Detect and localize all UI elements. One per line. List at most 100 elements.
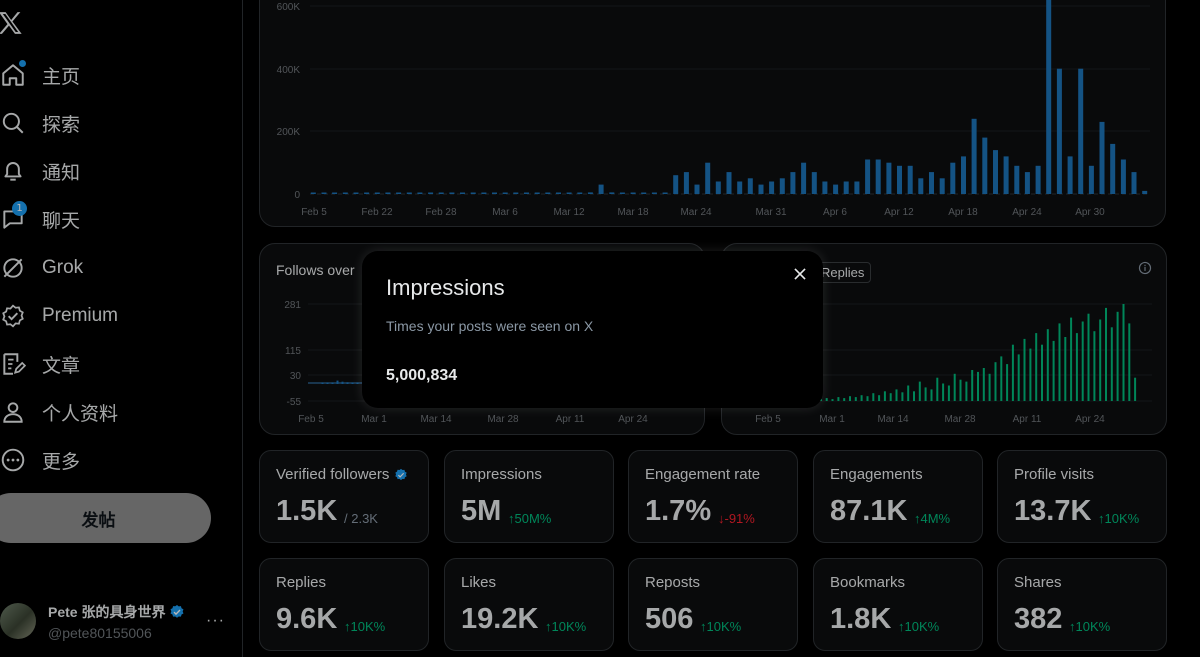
impressions-bar[interactable] [705,162,711,194]
sidebar-item-article[interactable]: 文章 [0,344,220,384]
sidebar-item-chat[interactable]: 1 聊天 [0,199,220,239]
post-button[interactable]: 发帖 [0,493,211,543]
replies-bar[interactable] [843,398,846,401]
impressions-bar[interactable] [417,192,423,195]
replies-bar[interactable] [994,362,997,401]
follows-bar[interactable] [341,381,344,384]
impressions-bar[interactable] [428,192,434,195]
impressions-bar[interactable] [801,162,807,194]
impressions-bar[interactable] [875,159,881,195]
metric-card-profile-visits[interactable]: Profile visits 13.7K ↑10K% [997,450,1167,543]
impressions-bar[interactable] [619,192,625,195]
replies-bar[interactable] [924,387,927,401]
x-logo-icon[interactable] [0,8,26,38]
impressions-bar[interactable] [321,192,327,195]
replies-bar[interactable] [1093,331,1096,401]
replies-bar[interactable] [883,391,886,401]
impressions-bar[interactable] [310,192,316,195]
sidebar-item-home[interactable]: 主页 [0,55,220,95]
replies-bar[interactable] [947,385,950,402]
impressions-bar[interactable] [1024,172,1030,194]
impressions-bar[interactable] [982,137,988,194]
impressions-bar[interactable] [747,178,753,194]
impressions-bar[interactable] [598,184,604,194]
impressions-bar[interactable] [1067,156,1073,194]
impressions-bar[interactable] [566,192,572,195]
replies-bar[interactable] [1046,329,1049,401]
replies-bar[interactable] [1023,338,1026,401]
impressions-bar[interactable] [811,172,817,194]
impressions-bar[interactable] [651,192,657,195]
impressions-bar[interactable] [449,192,455,195]
impressions-bar[interactable] [353,192,359,195]
replies-bar[interactable] [825,398,828,401]
replies-bar[interactable] [1052,340,1055,401]
replies-bar[interactable] [819,399,822,401]
impressions-bar[interactable] [865,159,871,195]
impressions-bar[interactable] [1046,0,1052,195]
replies-bar[interactable] [1000,356,1003,401]
impressions-bar[interactable] [364,192,370,195]
replies-bar[interactable] [1134,377,1137,401]
metric-card-impressions[interactable]: Impressions 5M ↑50M% [444,450,614,543]
replies-bar[interactable] [977,371,979,401]
metric-card-bookmarks[interactable]: Bookmarks 1.8K ↑10K% [813,558,983,651]
replies-bar[interactable] [872,393,875,401]
replies-bar[interactable] [837,397,840,401]
sidebar-item-grok[interactable]: Grok [0,248,220,288]
replies-bar[interactable] [982,368,985,401]
close-icon[interactable] [789,263,811,285]
replies-bar[interactable] [1110,327,1113,401]
impressions-bar[interactable] [630,192,636,195]
impressions-bar[interactable] [737,181,743,195]
impressions-bar[interactable] [577,192,583,195]
impressions-bar[interactable] [779,178,785,194]
impressions-bar[interactable] [556,192,561,195]
replies-bar[interactable] [849,396,851,401]
impressions-bar[interactable] [1099,121,1105,194]
replies-bar[interactable] [1017,354,1020,401]
replies-bar[interactable] [1006,364,1009,401]
metric-card-shares[interactable]: Shares 382 ↑10K% [997,558,1167,651]
replies-bar[interactable] [1105,307,1107,401]
replies-bar[interactable] [1029,348,1032,401]
sidebar-item-search[interactable]: 探索 [0,103,220,143]
replies-bar[interactable] [1122,304,1125,401]
replies-bar[interactable] [1087,313,1090,401]
info-icon[interactable] [1138,261,1152,275]
impressions-bar[interactable] [587,192,593,194]
impressions-bar[interactable] [385,192,391,195]
impressions-bar[interactable] [332,192,338,195]
sidebar-item-more[interactable]: 更多 [0,440,220,480]
replies-bar[interactable] [913,391,915,401]
impressions-bar[interactable] [1014,165,1020,194]
replies-bar[interactable] [918,381,921,401]
impressions-bar[interactable] [918,178,924,194]
replies-bar[interactable] [1064,337,1067,401]
replies-bar[interactable] [1041,344,1043,401]
replies-bar[interactable] [854,397,857,401]
impressions-bar[interactable] [406,192,412,195]
impressions-bar[interactable] [961,156,966,194]
replies-bar[interactable] [895,389,898,401]
sidebar-item-premium[interactable]: Premium [0,296,220,336]
replies-bar[interactable] [1070,317,1073,401]
account-switcher[interactable]: Pete 张的具身世界 @pete80155006 ··· [0,597,235,645]
replies-bar[interactable] [1058,323,1061,401]
follows-bar[interactable] [321,382,324,385]
more-dots-icon[interactable]: ··· [206,612,225,629]
replies-bar[interactable] [907,385,910,402]
replies-bar[interactable] [971,370,974,401]
follows-bar[interactable] [346,382,349,384]
impressions-bar[interactable] [342,192,348,195]
follows-bar[interactable] [351,382,354,385]
impressions-bar[interactable] [939,178,945,194]
metric-card-verified-followers[interactable]: Verified followers 1.5K / 2.3K [259,450,429,543]
impressions-bar[interactable] [534,192,540,195]
impressions-bar[interactable] [481,192,487,195]
impressions-bar[interactable] [673,175,679,194]
metric-card-engagements[interactable]: Engagements 87.1K ↑4M% [813,450,983,543]
impressions-bar[interactable] [694,184,700,194]
impressions-bar[interactable] [971,118,977,194]
impressions-bar[interactable] [1088,165,1094,194]
